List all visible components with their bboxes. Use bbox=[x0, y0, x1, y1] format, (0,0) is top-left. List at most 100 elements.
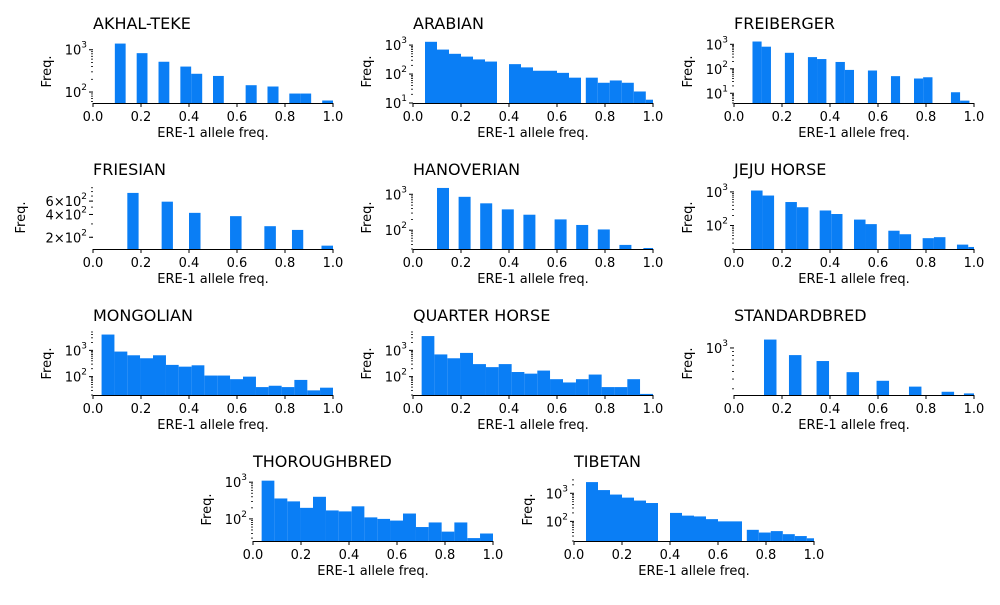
histogram-bar bbox=[449, 53, 461, 103]
histogram-bar bbox=[888, 230, 900, 249]
histogram-bar bbox=[300, 93, 312, 103]
histogram-panel-mongolian: 0.0 0.2 0.4 0.6 0.8 1.0 102 103 MONGOLIAN ERE-1 a… bbox=[40, 306, 343, 433]
x-tick-label: 0.0 bbox=[403, 402, 424, 417]
x-tick-label: 1.0 bbox=[643, 256, 664, 271]
panel-title: STANDARDBRED bbox=[734, 306, 867, 325]
histogram-bar bbox=[281, 387, 295, 395]
histogram-bar bbox=[287, 501, 301, 541]
histogram-bar bbox=[831, 214, 843, 249]
panel-title: THOROUGHBRED bbox=[252, 452, 392, 471]
histogram-bar bbox=[854, 219, 866, 249]
panel-title: ARABIAN bbox=[413, 14, 484, 33]
x-tick-label: 0.0 bbox=[724, 256, 745, 271]
histogram-bar bbox=[268, 385, 282, 395]
x-tick-label: 0.0 bbox=[403, 110, 424, 125]
histogram-bar bbox=[501, 209, 514, 249]
x-axis-label: ERE-1 allele freq. bbox=[157, 126, 269, 141]
histogram-bar bbox=[761, 46, 771, 103]
panel-title: MONGOLIAN bbox=[93, 306, 193, 325]
histogram-bar bbox=[217, 375, 231, 395]
histogram-bar bbox=[588, 374, 602, 395]
histogram-bar bbox=[213, 75, 224, 103]
y-tick-label: 6×102 bbox=[46, 192, 87, 210]
panel-title: QUARTER HORSE bbox=[413, 306, 550, 325]
histogram-bar bbox=[550, 379, 563, 395]
histogram-bar bbox=[245, 85, 257, 103]
histogram-panel-thoroughbred: 0.0 0.2 0.4 0.6 0.8 1.0 102 103 THOROUGHBRED ERE-… bbox=[200, 452, 503, 579]
y-tick-label: 103 bbox=[546, 484, 568, 502]
histogram-bar bbox=[473, 59, 485, 103]
x-axis-label: ERE-1 allele freq. bbox=[638, 564, 750, 579]
x-tick-label: 0.8 bbox=[595, 256, 616, 271]
histogram-bar bbox=[633, 91, 646, 103]
y-tick-label: 102 bbox=[385, 65, 407, 83]
x-tick-label: 1.0 bbox=[643, 110, 664, 125]
histogram-bar bbox=[646, 503, 658, 541]
x-tick-label: 0.2 bbox=[612, 548, 633, 563]
x-tick-label: 1.0 bbox=[643, 402, 664, 417]
histogram-bar bbox=[730, 521, 742, 541]
histogram-bar bbox=[461, 56, 473, 103]
y-axis-label: Freq. bbox=[360, 202, 375, 234]
histogram-bar bbox=[537, 370, 551, 395]
x-tick-label: 0.4 bbox=[179, 256, 200, 271]
histogram-bar bbox=[718, 521, 730, 541]
histogram-bar bbox=[204, 375, 218, 395]
histogram-bar bbox=[597, 229, 610, 249]
y-tick-label: 102 bbox=[65, 367, 87, 385]
x-tick-label: 0.4 bbox=[499, 110, 520, 125]
histogram-bar bbox=[230, 216, 242, 249]
histogram-bar bbox=[819, 210, 832, 249]
x-tick-label: 0.0 bbox=[83, 402, 104, 417]
histogram-bar bbox=[415, 527, 429, 541]
x-tick-label: 0.2 bbox=[772, 402, 793, 417]
histogram-bar bbox=[960, 100, 970, 103]
x-tick-label: 0.8 bbox=[756, 548, 777, 563]
x-tick-label: 1.0 bbox=[804, 548, 825, 563]
histogram-bar bbox=[807, 57, 818, 103]
histogram-bar bbox=[153, 355, 166, 395]
histogram-panel-akhal-teke: 0.0 0.2 0.4 0.6 0.8 1.0 102 103 AKHAL-TEKE ERE-1 … bbox=[40, 14, 343, 141]
x-tick-label: 0.6 bbox=[227, 256, 248, 271]
x-tick-label: 0.8 bbox=[916, 110, 937, 125]
histogram-bar bbox=[437, 49, 449, 103]
histogram-bar bbox=[597, 82, 610, 103]
x-tick-label: 0.6 bbox=[868, 256, 889, 271]
histogram-bar bbox=[460, 352, 473, 395]
histogram-bar bbox=[377, 518, 391, 541]
histogram-bar bbox=[890, 76, 901, 103]
y-tick-label: 102 bbox=[225, 509, 247, 527]
histogram-bar bbox=[322, 100, 333, 103]
histogram-bar bbox=[908, 386, 922, 395]
histogram-bar bbox=[255, 387, 269, 395]
y-tick-label: 103 bbox=[706, 182, 728, 200]
histogram-bar bbox=[609, 80, 622, 103]
x-tick-label: 0.2 bbox=[451, 402, 472, 417]
x-tick-label: 1.0 bbox=[323, 402, 344, 417]
x-tick-label: 0.2 bbox=[131, 402, 152, 417]
histogram-bar bbox=[634, 500, 646, 541]
x-tick-label: 0.4 bbox=[179, 402, 200, 417]
y-axis-label: Freq. bbox=[360, 348, 375, 380]
x-tick-label: 0.6 bbox=[868, 402, 889, 417]
x-axis-label: ERE-1 allele freq. bbox=[798, 418, 910, 433]
histogram-bar bbox=[533, 70, 545, 103]
histogram-bar bbox=[867, 70, 878, 103]
panel-title: FRIESIAN bbox=[93, 160, 166, 179]
histogram-bar bbox=[127, 192, 139, 249]
histogram-bar bbox=[817, 59, 827, 103]
x-tick-label: 0.2 bbox=[131, 110, 152, 125]
y-tick-label: 102 bbox=[65, 83, 87, 101]
histogram-panel-freiberger: 0.0 0.2 0.4 0.6 0.8 1.0 101 102 103 FREIBERGER ERE… bbox=[681, 14, 984, 141]
histogram-bar bbox=[191, 365, 205, 395]
histogram-bar bbox=[485, 61, 497, 103]
histogram-panel-jeju-horse: 0.0 0.2 0.4 0.6 0.8 1.0 102 103 JEJU HORSE ERE-1 … bbox=[681, 160, 984, 287]
x-tick-label: 0.8 bbox=[916, 256, 937, 271]
histogram-bar bbox=[764, 339, 777, 395]
histogram-bar bbox=[425, 41, 437, 103]
histogram-bar bbox=[770, 531, 783, 541]
y-tick-label: 103 bbox=[65, 341, 87, 359]
x-tick-label: 0.6 bbox=[868, 110, 889, 125]
y-tick-label: 103 bbox=[385, 36, 407, 54]
